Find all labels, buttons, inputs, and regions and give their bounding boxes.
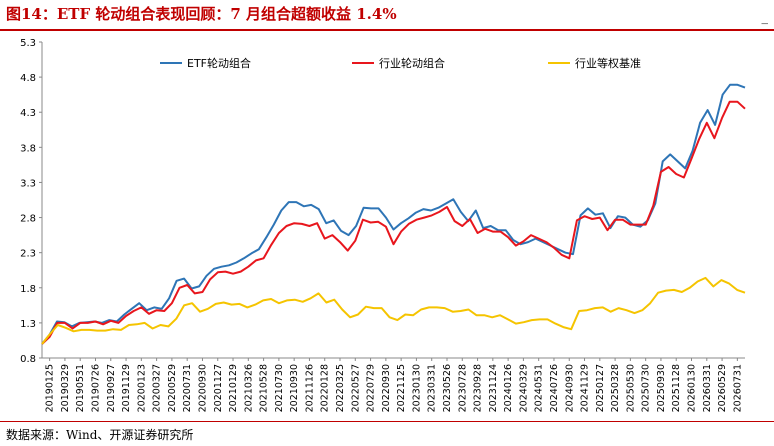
x-tick-label: 20250730 xyxy=(641,364,652,412)
x-tick-label: 20240531 xyxy=(534,364,545,412)
x-tick-label: 20200327 xyxy=(152,364,163,412)
y-tick-label: 4.8 xyxy=(20,73,36,84)
y-tick-label: 3.3 xyxy=(20,178,36,189)
chart-axes: 0.8 1.3 1.8 2.3 2.8 3.3 3.8 4.3 4.8 5.3 20190125 20… xyxy=(20,38,745,412)
chart-series-lines xyxy=(41,83,746,345)
figure-title: 图14：ETF 轮动组合表现回顾：7 月组合超额收益 1.4% xyxy=(6,5,397,23)
x-tick-label: 20200123 xyxy=(136,364,147,412)
x-tick-label: 20210730 xyxy=(274,364,285,412)
x-tick-label: 20250930 xyxy=(656,364,667,412)
x-tick-label: 20230130 xyxy=(411,364,422,412)
x-tick-label: 20190125 xyxy=(45,364,56,412)
legend-label-0: ETF轮动组合 xyxy=(187,56,251,70)
y-tick-label: 3.8 xyxy=(20,143,36,154)
chart-legend: ETF轮动组合 行业轮动组合 行业等权基准 xyxy=(160,56,641,70)
source-note: 数据来源：Wind、开源证券研究所 xyxy=(6,428,194,442)
y-tick-label: 2.3 xyxy=(20,249,36,260)
x-tick-label: 20190726 xyxy=(90,364,101,412)
x-tick-label: 20240726 xyxy=(549,364,560,412)
x-tick-label: 20251128 xyxy=(671,364,682,412)
series-line-2 xyxy=(41,276,746,345)
x-tick-label: 20220729 xyxy=(366,364,377,412)
x-tick-label: 20250530 xyxy=(625,364,636,412)
y-tick-label: 5.3 xyxy=(20,38,36,49)
x-tick-label: 20190927 xyxy=(106,364,117,412)
x-tick-label: 20210326 xyxy=(243,364,254,412)
y-tick-label: 1.8 xyxy=(20,284,36,295)
title-divider xyxy=(0,29,774,31)
x-tick-label: 20230526 xyxy=(442,364,453,412)
x-tick-label: 20211126 xyxy=(304,364,315,412)
x-tick-label: 20190329 xyxy=(60,364,71,412)
x-tick-label: 20210528 xyxy=(259,364,270,412)
x-tick-label: 20210930 xyxy=(289,364,300,412)
y-tick-label: 1.3 xyxy=(20,319,36,330)
x-tick-label: 20191129 xyxy=(121,364,132,412)
x-tick-label: 20201127 xyxy=(213,364,224,412)
y-tick-label: 4.3 xyxy=(20,108,36,119)
x-tick-label: 20260731 xyxy=(732,364,743,412)
x-tick-label: 20260331 xyxy=(702,364,713,412)
x-tick-label: 20221125 xyxy=(396,364,407,412)
x-tick-label: 20260130 xyxy=(687,364,698,412)
x-tick-label: 20250127 xyxy=(595,364,606,412)
corner-mark: _ xyxy=(761,10,769,25)
legend-label-1: 行业轮动组合 xyxy=(379,56,445,70)
y-tick-label: 2.8 xyxy=(20,214,36,225)
x-tick-label: 20220930 xyxy=(381,364,392,412)
y-tick-label: 0.8 xyxy=(20,354,36,365)
legend-label-2: 行业等权基准 xyxy=(575,56,641,70)
series-line-1 xyxy=(41,100,746,345)
x-tick-label: 20190531 xyxy=(75,364,86,412)
x-tick-label: 20230728 xyxy=(457,364,468,412)
x-tick-label: 20240126 xyxy=(503,364,514,412)
line-chart: 0.8 1.3 1.8 2.3 2.8 3.3 3.8 4.3 4.8 5.3 20190125 20… xyxy=(20,38,746,412)
x-tick-label: 20240329 xyxy=(518,364,529,412)
x-tick-label: 20210129 xyxy=(228,364,239,412)
footer-divider xyxy=(0,421,774,422)
x-tick-label: 20240930 xyxy=(564,364,575,412)
x-tick-label: 20230928 xyxy=(473,364,484,412)
x-tick-label: 20200731 xyxy=(182,364,193,412)
x-tick-label: 20200930 xyxy=(197,364,208,412)
x-tick-label: 20220128 xyxy=(320,364,331,412)
x-tick-label: 20260529 xyxy=(717,364,728,412)
x-tick-label: 20220527 xyxy=(350,364,361,412)
x-tick-label: 20250328 xyxy=(610,364,621,412)
x-tick-label: 20231124 xyxy=(488,364,499,412)
x-tick-label: 20241129 xyxy=(580,364,591,412)
x-tick-label: 20230331 xyxy=(427,364,438,412)
series-line-0 xyxy=(41,83,746,345)
x-tick-label: 20220325 xyxy=(335,364,346,412)
x-tick-label: 20200529 xyxy=(167,364,178,412)
